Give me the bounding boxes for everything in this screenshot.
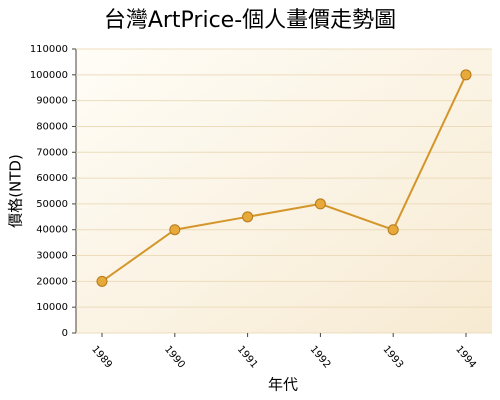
point — [460, 69, 472, 81]
y-axis-label: 價格(NTD) — [7, 154, 25, 228]
point — [242, 211, 254, 223]
y-tick-label: 80000 — [36, 121, 68, 132]
point — [387, 224, 399, 236]
line — [101, 74, 467, 283]
y-tick-label: 20000 — [36, 276, 68, 287]
y-tick-label: 0 — [62, 328, 68, 339]
y-tick-label: 70000 — [36, 147, 68, 158]
point — [314, 198, 326, 210]
y-tick-label: 90000 — [36, 96, 68, 107]
point — [169, 224, 181, 236]
y-tick-label: 40000 — [36, 225, 68, 236]
y-tick-label: 110000 — [30, 44, 68, 55]
x-axis-label: 年代 — [268, 376, 298, 394]
y-tick-label: 100000 — [30, 70, 68, 81]
x-tick-label: 1994 — [453, 344, 478, 371]
y-tick-label: 60000 — [36, 173, 68, 184]
y-tick-label: 10000 — [36, 302, 68, 313]
x-tick-label: 1989 — [89, 344, 114, 371]
x-tick-label: 1993 — [380, 344, 405, 371]
x-tick-label: 1992 — [308, 344, 333, 371]
chart-title: 台灣ArtPrice-個人畫價走勢圖 — [104, 8, 396, 33]
y-tick-label: 50000 — [36, 199, 68, 210]
plot-area — [76, 49, 492, 333]
x-tick-label: 1990 — [162, 344, 187, 371]
point — [96, 275, 108, 287]
y-tick-label: 30000 — [36, 251, 68, 262]
x-tick-label: 1991 — [235, 344, 260, 371]
